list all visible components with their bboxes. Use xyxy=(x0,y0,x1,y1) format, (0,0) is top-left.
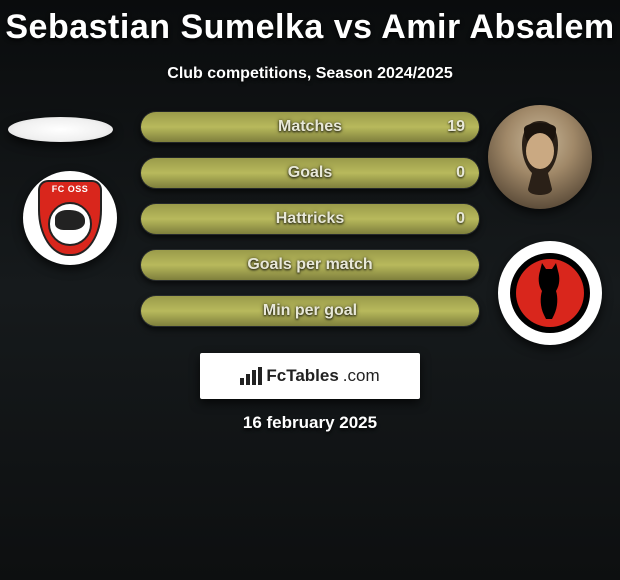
stat-value-right: 0 xyxy=(456,210,465,228)
stat-bar-goals-per-match: Goals per match xyxy=(140,249,480,281)
snapshot-date: 16 february 2025 xyxy=(0,413,620,433)
player-left-club-badge: FC OSS xyxy=(23,171,117,265)
stat-bar-matches: Matches 19 xyxy=(140,111,480,143)
club-badge-text: FC OSS xyxy=(38,184,102,194)
stat-label: Goals per match xyxy=(247,256,372,274)
stat-value-right: 19 xyxy=(447,118,465,136)
stat-label: Goals xyxy=(288,164,332,182)
branding-text-suffix: .com xyxy=(343,366,380,386)
stat-label: Min per goal xyxy=(263,302,357,320)
club-badge-icon xyxy=(510,253,590,333)
branding-text-strong: FcTables xyxy=(266,366,338,386)
stat-bar-min-per-goal: Min per goal xyxy=(140,295,480,327)
page-subtitle: Club competitions, Season 2024/2025 xyxy=(0,65,620,83)
stat-bar-hattricks: Hattricks 0 xyxy=(140,203,480,235)
page-title: Sebastian Sumelka vs Amir Absalem xyxy=(0,0,620,47)
player-silhouette-icon xyxy=(510,115,570,205)
chart-icon xyxy=(240,367,262,385)
stat-label: Matches xyxy=(278,118,342,136)
player-left-photo xyxy=(8,117,113,142)
stat-value-right: 0 xyxy=(456,164,465,182)
stat-bars: Matches 19 Goals 0 Hattricks 0 Goals per… xyxy=(140,111,480,341)
player-right-club-badge xyxy=(498,241,602,345)
stat-bar-goals: Goals 0 xyxy=(140,157,480,189)
branding-badge: FcTables.com xyxy=(200,353,420,399)
cat-silhouette-icon xyxy=(534,261,564,319)
stat-label: Hattricks xyxy=(276,210,344,228)
club-badge-icon: FC OSS xyxy=(38,180,102,256)
player-right-photo xyxy=(488,105,592,209)
